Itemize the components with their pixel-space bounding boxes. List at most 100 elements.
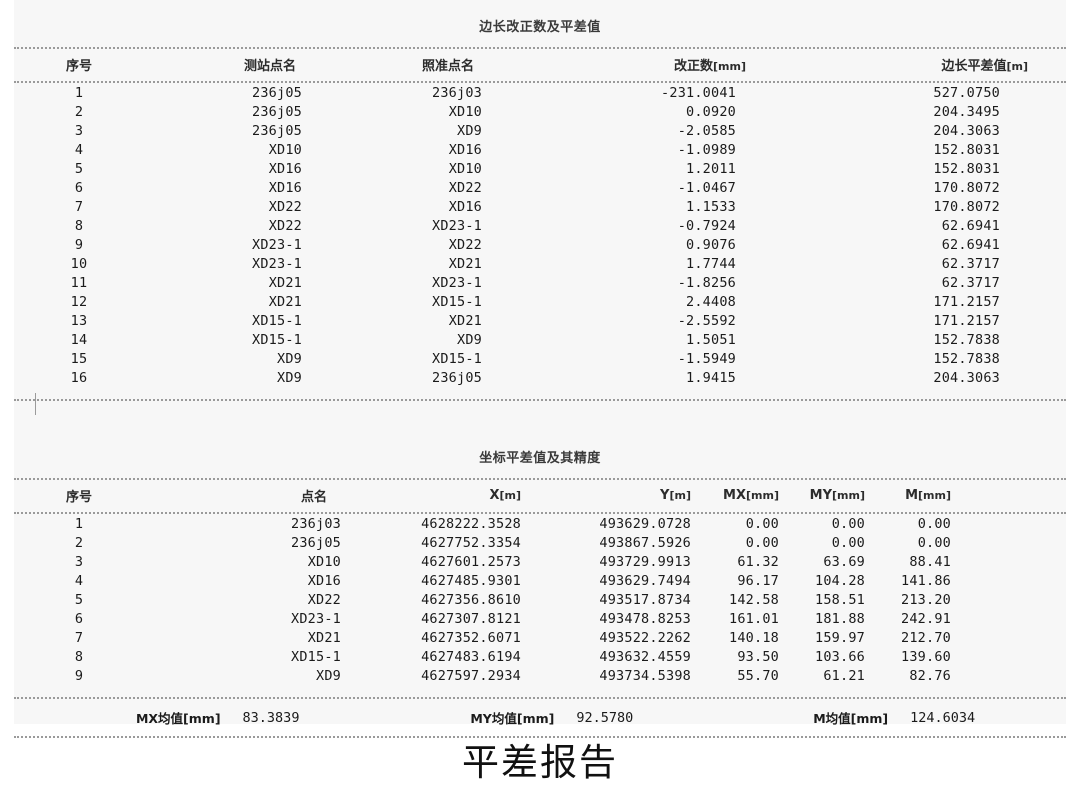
table-row: 4 XD10 XD16 -1.0989 152.8031 [14, 140, 1066, 159]
cell-index: 13 [70, 312, 88, 329]
table-row: 12 XD21 XD15-1 2.4408 171.2157 [14, 292, 1066, 311]
side-correction-table: 序号 测站点名 照准点名 改正数[mm] 边长平差值[m] [14, 49, 1066, 81]
cell-index: 9 [74, 667, 84, 684]
section1-header-row: 序号 测站点名 照准点名 改正数[mm] 边长平差值[m] [14, 49, 1066, 81]
cell-station: 236j05 [252, 84, 302, 101]
cell-point: XD10 [307, 553, 341, 570]
table-row: 4 XD16 4627485.9301 493629.7494 96.17 104.28 1… [14, 571, 1066, 590]
cell-target: XD23-1 [432, 274, 482, 291]
cell-index: 7 [74, 629, 84, 646]
cell-target: 236j05 [432, 369, 482, 386]
col-header-correction-unit: [mm] [713, 60, 746, 73]
cell-index: 5 [74, 591, 84, 608]
cell-correction: 0.9076 [686, 236, 736, 253]
cell-adjusted: 527.0750 [933, 84, 1000, 101]
col-header-m-unit: [mm] [918, 489, 951, 502]
cell-index: 4 [74, 141, 84, 158]
table-row: 1 236j05 236j03 -231.0041 527.0750 [14, 83, 1066, 102]
top-spacer [14, 0, 1066, 16]
cell-m: 0.00 [917, 534, 951, 551]
cell-point: XD9 [316, 667, 341, 684]
cell-filler [965, 590, 1066, 609]
cell-station: 236j05 [252, 103, 302, 120]
section1-rule-bottom [14, 399, 1066, 401]
cell-m: 82.76 [909, 667, 951, 684]
table-row: 5 XD22 4627356.8610 493517.8734 142.58 158.51… [14, 590, 1066, 609]
cell-index: 16 [70, 369, 88, 386]
col-header-correction-text: 改正数 [674, 59, 714, 74]
col-header-mx-unit: [mm] [746, 489, 779, 502]
table-row: 11 XD21 XD23-1 -1.8256 62.3717 [14, 273, 1066, 292]
cell-station: XD16 [268, 179, 302, 196]
cell-point: 236j03 [291, 515, 341, 532]
cell-station: XD22 [268, 217, 302, 234]
cell-station: XD10 [268, 141, 302, 158]
col-header-my-text: MY [809, 488, 833, 503]
table-row: 15 XD9 XD15-1 -1.5949 152.7838 [14, 349, 1066, 368]
cell-index: 8 [74, 648, 84, 665]
cell-index: 2 [74, 534, 84, 551]
section2-rule-mid [14, 512, 1066, 514]
cell-m: 213.20 [901, 591, 951, 608]
cell-adjusted: 152.7838 [933, 331, 1000, 348]
cell-x: 4627356.8610 [421, 591, 521, 608]
cell-filler [965, 552, 1066, 571]
cell-point: XD22 [307, 591, 341, 608]
cell-index: 9 [74, 236, 84, 253]
cell-my: 63.69 [823, 553, 865, 570]
cell-correction: 1.7744 [686, 255, 736, 272]
cell-x: 4627752.3354 [421, 534, 521, 551]
cell-filler [965, 609, 1066, 628]
cell-mx: 140.18 [729, 629, 779, 646]
cell-adjusted: 152.7838 [933, 350, 1000, 367]
col-header-target: 照准点名 [421, 59, 474, 74]
cell-index: 1 [74, 84, 84, 101]
cell-index: 3 [74, 553, 84, 570]
cell-point: 236j05 [291, 534, 341, 551]
cell-index: 2 [74, 103, 84, 120]
adjustment-report-panel: 边长改正数及平差值 序号 测站点名 照准点名 改正数[mm] 边长平差值[m] … [14, 0, 1066, 738]
cell-filler [965, 666, 1066, 685]
col-header-my: MY[mm] [789, 480, 877, 512]
cell-target: XD10 [448, 103, 482, 120]
cell-filler [965, 514, 1066, 533]
cell-adjusted: 171.2157 [933, 312, 1000, 329]
col-header-mx: MX[mm] [701, 480, 789, 512]
cell-target: XD15-1 [432, 293, 482, 310]
cell-x: 4627597.2934 [421, 667, 521, 684]
cell-target: XD23-1 [432, 217, 482, 234]
m-average-value: 124.6034 [910, 709, 976, 726]
cell-my: 0.00 [831, 515, 865, 532]
cell-index: 6 [74, 610, 84, 627]
cell-station: XD21 [268, 274, 302, 291]
cell-target: XD9 [457, 331, 482, 348]
cell-adjusted: 204.3063 [933, 369, 1000, 386]
table-row: 10 XD23-1 XD21 1.7744 62.3717 [14, 254, 1066, 273]
col-header-my-unit: [mm] [832, 489, 865, 502]
cell-mx: 96.17 [737, 572, 779, 589]
cell-mx: 142.58 [729, 591, 779, 608]
cell-y: 493517.8734 [599, 591, 691, 608]
cell-m: 242.91 [901, 610, 951, 627]
cell-index: 8 [74, 217, 84, 234]
cell-mx: 161.01 [729, 610, 779, 627]
cell-correction: -1.8256 [677, 274, 736, 291]
cell-correction: 1.1533 [686, 198, 736, 215]
cell-index: 11 [70, 274, 88, 291]
section1-title: 边长改正数及平差值 [479, 20, 601, 35]
cell-my: 181.88 [815, 610, 865, 627]
cell-filler [965, 571, 1066, 590]
cell-station: XD21 [268, 293, 302, 310]
cell-index: 10 [70, 255, 88, 272]
cell-x: 4627307.8121 [421, 610, 521, 627]
cell-point: XD21 [307, 629, 341, 646]
section2-body: 1 236j03 4628222.3528 493629.0728 0.00 0.00 0.… [14, 514, 1066, 685]
col-header-m: M[mm] [877, 480, 965, 512]
table-row: 5 XD16 XD10 1.2011 152.8031 [14, 159, 1066, 178]
cell-mx: 93.50 [737, 648, 779, 665]
section1-rule-top [14, 47, 1066, 49]
cell-y: 493629.7494 [599, 572, 691, 589]
table-row: 9 XD23-1 XD22 0.9076 62.6941 [14, 235, 1066, 254]
cell-target: XD21 [448, 312, 482, 329]
cell-adjusted: 170.8072 [933, 198, 1000, 215]
